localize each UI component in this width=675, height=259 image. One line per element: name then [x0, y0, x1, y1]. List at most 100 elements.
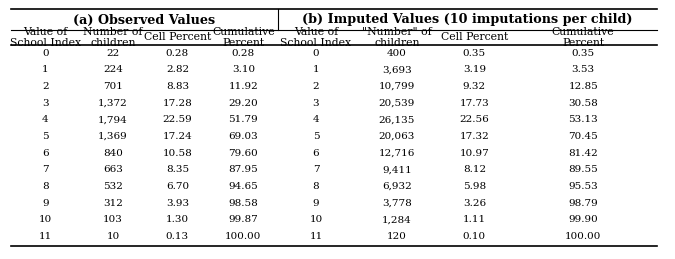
- Text: 1,372: 1,372: [99, 99, 128, 108]
- Text: 10: 10: [309, 215, 323, 225]
- Text: 0: 0: [42, 49, 49, 58]
- Text: 5: 5: [313, 132, 319, 141]
- Text: 120: 120: [387, 232, 407, 241]
- Text: Cumulative
Percent: Cumulative Percent: [212, 27, 275, 48]
- Text: 89.55: 89.55: [568, 166, 598, 175]
- Text: 79.60: 79.60: [229, 149, 259, 158]
- Text: 11.92: 11.92: [229, 82, 259, 91]
- Text: 4: 4: [42, 116, 49, 125]
- Text: 0.28: 0.28: [232, 49, 255, 58]
- Text: 10: 10: [39, 215, 52, 225]
- Text: 100.00: 100.00: [565, 232, 601, 241]
- Text: Cumulative
Percent: Cumulative Percent: [552, 27, 614, 48]
- Text: 224: 224: [103, 66, 123, 74]
- Text: 3,693: 3,693: [382, 66, 412, 74]
- Text: 103: 103: [103, 215, 123, 225]
- Text: 100.00: 100.00: [225, 232, 262, 241]
- Text: 701: 701: [103, 82, 123, 91]
- Text: 22.59: 22.59: [163, 116, 192, 125]
- Text: 11: 11: [39, 232, 52, 241]
- Text: 1,284: 1,284: [382, 215, 412, 225]
- Text: 17.32: 17.32: [460, 132, 489, 141]
- Text: 3.19: 3.19: [463, 66, 486, 74]
- Text: 2.82: 2.82: [166, 66, 189, 74]
- Text: 8: 8: [42, 182, 49, 191]
- Text: 6: 6: [42, 149, 49, 158]
- Text: 12,716: 12,716: [379, 149, 415, 158]
- Text: 1: 1: [313, 66, 319, 74]
- Text: 3.10: 3.10: [232, 66, 255, 74]
- Text: 1: 1: [42, 66, 49, 74]
- Text: 22: 22: [107, 49, 119, 58]
- Text: 12.85: 12.85: [568, 82, 598, 91]
- Text: 8.83: 8.83: [166, 82, 189, 91]
- Text: 20,539: 20,539: [379, 99, 415, 108]
- Text: 53.13: 53.13: [568, 116, 598, 125]
- Text: 7: 7: [313, 166, 319, 175]
- Text: Cell Percent: Cell Percent: [144, 32, 211, 42]
- Text: 98.79: 98.79: [568, 199, 598, 208]
- Text: 94.65: 94.65: [229, 182, 259, 191]
- Text: 400: 400: [387, 49, 407, 58]
- Text: 17.73: 17.73: [460, 99, 489, 108]
- Text: 87.95: 87.95: [229, 166, 259, 175]
- Text: 0: 0: [313, 49, 319, 58]
- Text: 10: 10: [107, 232, 119, 241]
- Text: 99.87: 99.87: [229, 215, 259, 225]
- Text: 6,932: 6,932: [382, 182, 412, 191]
- Text: 17.28: 17.28: [163, 99, 192, 108]
- Text: 11: 11: [309, 232, 323, 241]
- Text: 81.42: 81.42: [568, 149, 598, 158]
- Text: 26,135: 26,135: [379, 116, 415, 125]
- Text: 20,063: 20,063: [379, 132, 415, 141]
- Text: 3: 3: [42, 99, 49, 108]
- Text: 2: 2: [313, 82, 319, 91]
- Text: 1,369: 1,369: [99, 132, 128, 141]
- Text: 3,778: 3,778: [382, 199, 412, 208]
- Text: (a) Observed Values: (a) Observed Values: [74, 13, 215, 26]
- Text: 312: 312: [103, 199, 123, 208]
- Text: 69.03: 69.03: [229, 132, 259, 141]
- Text: 10.97: 10.97: [460, 149, 489, 158]
- Text: Value of
School Index: Value of School Index: [10, 27, 81, 48]
- Text: 51.79: 51.79: [229, 116, 259, 125]
- Text: 22.56: 22.56: [460, 116, 489, 125]
- Text: 98.58: 98.58: [229, 199, 259, 208]
- Text: 3.26: 3.26: [463, 199, 486, 208]
- Text: 8.12: 8.12: [463, 166, 486, 175]
- Text: 0.35: 0.35: [572, 49, 595, 58]
- Text: 3.93: 3.93: [166, 199, 189, 208]
- Text: 0.10: 0.10: [463, 232, 486, 241]
- Text: Cell Percent: Cell Percent: [441, 32, 508, 42]
- Text: 5.98: 5.98: [463, 182, 486, 191]
- Text: 663: 663: [103, 166, 123, 175]
- Text: 9.32: 9.32: [463, 82, 486, 91]
- Text: 9: 9: [42, 199, 49, 208]
- Text: 95.53: 95.53: [568, 182, 598, 191]
- Text: 4: 4: [313, 116, 319, 125]
- Text: 532: 532: [103, 182, 123, 191]
- Text: Number of
children: Number of children: [83, 27, 143, 48]
- Text: 1.11: 1.11: [463, 215, 486, 225]
- Text: 99.90: 99.90: [568, 215, 598, 225]
- Text: 10.58: 10.58: [163, 149, 192, 158]
- Text: 9,411: 9,411: [382, 166, 412, 175]
- Text: 6.70: 6.70: [166, 182, 189, 191]
- Text: 1.30: 1.30: [166, 215, 189, 225]
- Text: 3: 3: [313, 99, 319, 108]
- Text: (b) Imputed Values (10 imputations per child): (b) Imputed Values (10 imputations per c…: [302, 13, 633, 26]
- Text: 6: 6: [313, 149, 319, 158]
- Text: 8.35: 8.35: [166, 166, 189, 175]
- Text: 8: 8: [313, 182, 319, 191]
- Text: 10,799: 10,799: [379, 82, 415, 91]
- Text: 9: 9: [313, 199, 319, 208]
- Text: 0.35: 0.35: [463, 49, 486, 58]
- Text: 17.24: 17.24: [163, 132, 192, 141]
- Text: 7: 7: [42, 166, 49, 175]
- Text: 70.45: 70.45: [568, 132, 598, 141]
- Text: Value of
School Index: Value of School Index: [280, 27, 352, 48]
- Text: 0.13: 0.13: [166, 232, 189, 241]
- Text: 840: 840: [103, 149, 123, 158]
- Text: 30.58: 30.58: [568, 99, 598, 108]
- Text: 2: 2: [42, 82, 49, 91]
